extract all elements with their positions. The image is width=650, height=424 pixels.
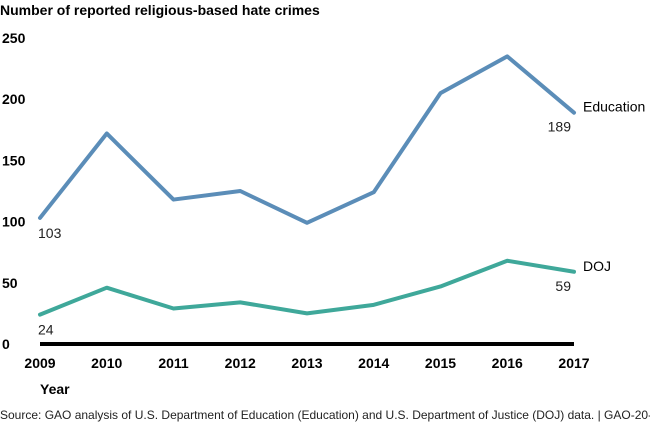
doj-series-line — [38, 258, 576, 317]
chart-title: Number of reported religious-based hate … — [0, 2, 320, 18]
x-axis-label: Year — [40, 381, 70, 397]
y-tick-label-100: 100 — [2, 214, 26, 230]
x-tick-label-2013: 2013 — [291, 355, 322, 371]
education-first-value-label: 103 — [38, 225, 62, 241]
x-tick-label-2012: 2012 — [225, 355, 256, 371]
series-group: 103 189 Education 24 59 DOJ — [38, 54, 645, 338]
y-tick-label-150: 150 — [2, 152, 26, 168]
doj-last-value-label: 59 — [555, 278, 571, 294]
x-tick-label-2014: 2014 — [358, 355, 389, 371]
y-tick-label-0: 0 — [2, 336, 10, 352]
y-tick-label-50: 50 — [2, 275, 18, 291]
y-tick-label-250: 250 — [2, 30, 26, 46]
x-axis-ticks: 2009 2010 2011 2012 2013 2014 2015 2016 2017 — [24, 355, 589, 371]
y-axis-ticks: 0 50 100 150 200 250 — [2, 30, 26, 352]
education-series-line — [38, 54, 576, 225]
education-series-name-label: Education — [583, 99, 645, 115]
x-tick-label-2015: 2015 — [425, 355, 456, 371]
education-last-value-label: 189 — [548, 119, 572, 135]
doj-series-name-label: DOJ — [583, 258, 611, 274]
x-tick-label-2010: 2010 — [91, 355, 122, 371]
x-tick-label-2017: 2017 — [558, 355, 589, 371]
x-tick-label-2011: 2011 — [158, 355, 189, 371]
x-tick-label-2016: 2016 — [492, 355, 523, 371]
source-note: Source: GAO analysis of U.S. Department … — [0, 408, 650, 422]
x-tick-label-2009: 2009 — [24, 355, 55, 371]
y-tick-label-200: 200 — [2, 91, 26, 107]
doj-first-value-label: 24 — [38, 322, 54, 338]
